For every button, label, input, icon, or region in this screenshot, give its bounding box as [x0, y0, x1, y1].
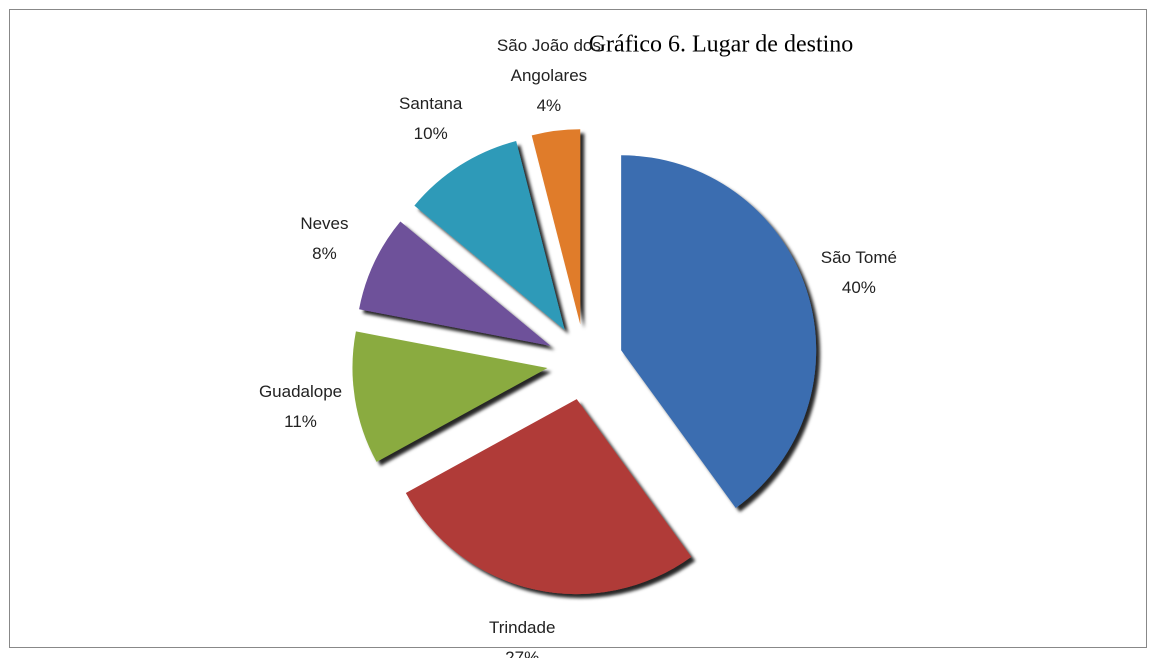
pie-slice	[621, 155, 817, 509]
category-label: Neves	[300, 214, 349, 234]
category-label: Santana	[399, 93, 463, 113]
value-label: 4%	[536, 96, 562, 116]
category-label: São João dos Angolares	[496, 36, 601, 86]
pie-slice	[405, 399, 692, 595]
category-label: Guadalope	[258, 382, 343, 402]
chart-title: Gráfico 6. Lugar de destino	[588, 31, 854, 58]
frame	[9, 9, 1147, 648]
slice-label: Neves 8%	[249, 209, 399, 269]
value-label: 11%	[284, 412, 317, 432]
value-label: 40%	[841, 278, 876, 297]
slice-label: Santana 10%	[356, 89, 506, 149]
category-label: Trindade	[488, 618, 556, 638]
slice-label: São Tomé 40%	[784, 243, 934, 303]
value-label: 8%	[312, 244, 337, 264]
slice-label: Guadalope 11%	[226, 377, 376, 437]
category-label: São Tomé	[820, 248, 897, 267]
pie-slice	[531, 129, 581, 325]
slice-label: Trindade 27%	[447, 613, 597, 658]
value-label: 10%	[413, 123, 448, 143]
pie-slice	[352, 331, 548, 462]
slice-label: São João dos Angolares 4%	[474, 31, 624, 121]
pie-slice	[359, 221, 551, 346]
value-label: 27%	[505, 648, 540, 658]
pie-slice	[414, 141, 565, 330]
